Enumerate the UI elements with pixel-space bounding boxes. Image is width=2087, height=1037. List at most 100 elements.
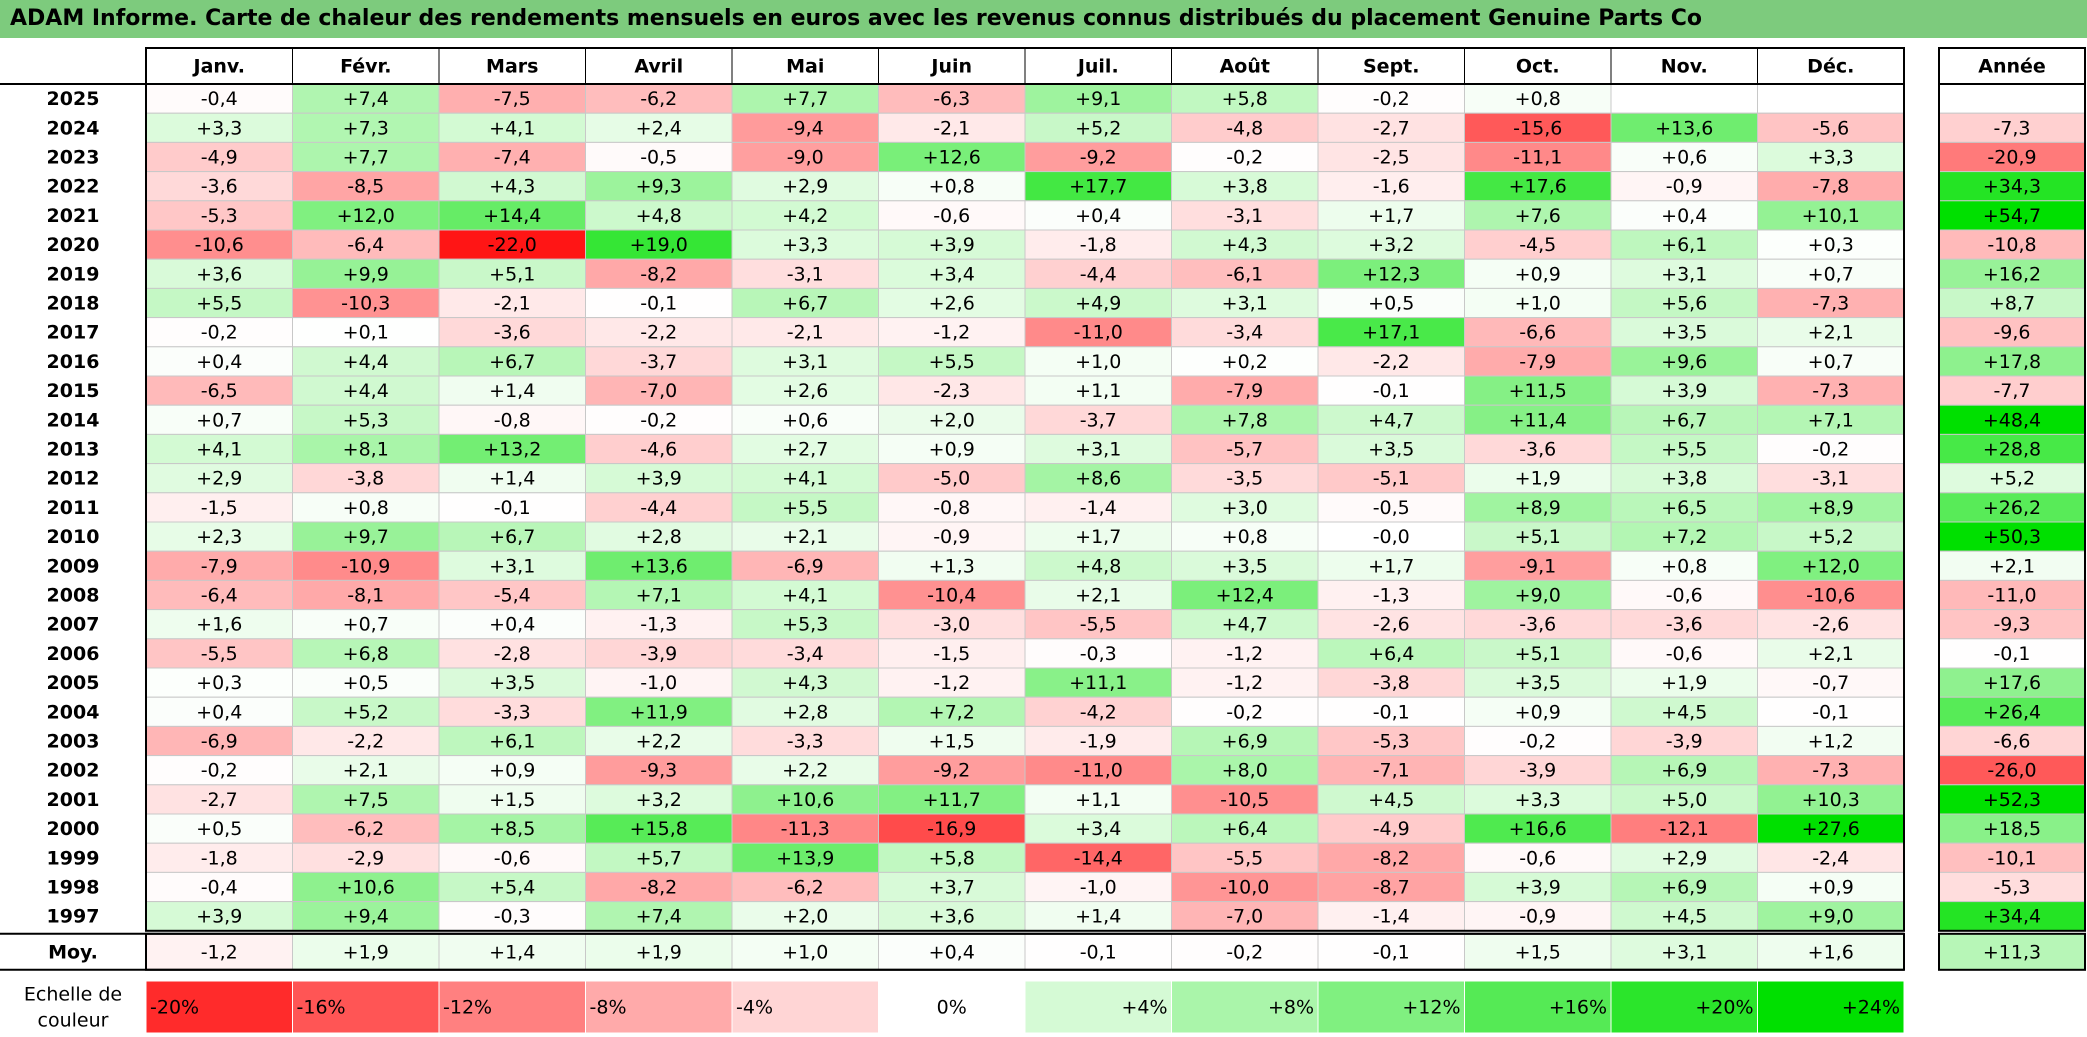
heatmap-cell <box>585 200 733 231</box>
cell-value: -7,9 <box>201 555 238 577</box>
cell-value: +3,1 <box>1222 293 1268 315</box>
cell-value: -0,2 <box>1226 701 1263 723</box>
cell-value: +2,7 <box>782 439 828 461</box>
heatmap-cell <box>878 813 1026 844</box>
cell-value: -0,7 <box>1812 672 1849 694</box>
annual-value: -9,6 <box>1993 322 2030 344</box>
cell-value: -3,8 <box>347 468 384 490</box>
cell-value: +6,7 <box>782 293 828 315</box>
heatmap-cell <box>1317 375 1465 406</box>
heatmap-cell <box>292 755 440 786</box>
avg-value: +3,1 <box>1661 941 1707 963</box>
cell-value: +7,4 <box>343 88 389 110</box>
annual-value: -20,9 <box>1987 147 2036 169</box>
heatmap-cell <box>1317 725 1465 757</box>
cell-value: +5,1 <box>489 263 535 285</box>
heatmap-cell <box>1317 784 1465 815</box>
annual-value: +50,3 <box>1983 526 2041 548</box>
cell-value: +10,3 <box>1802 789 1860 811</box>
annual-value: -26,0 <box>1987 760 2036 782</box>
cell-value: +7,3 <box>343 117 389 139</box>
scale-tick-label: 0% <box>937 997 967 1019</box>
cell-value: +4,2 <box>782 205 828 227</box>
heatmap-cell <box>1317 287 1465 319</box>
heatmap-cell <box>1171 521 1319 552</box>
heatmap-cell <box>1757 258 1905 289</box>
cell-value: -3,6 <box>1519 439 1556 461</box>
heatmap-cell <box>878 521 1026 552</box>
cell-value: +3,5 <box>489 672 535 694</box>
month-header: Mai <box>786 56 824 78</box>
cell-value: +2,8 <box>782 701 828 723</box>
cell-value: -11,1 <box>1513 147 1562 169</box>
cell-value: +0,3 <box>196 672 242 694</box>
cell-value: +3,9 <box>196 906 242 928</box>
heatmap-cell <box>438 463 586 494</box>
cell-value: +5,0 <box>1661 789 1707 811</box>
cell-value: -9,1 <box>1519 555 1556 577</box>
avg-label: Moy. <box>48 941 98 963</box>
cell-value: +3,1 <box>1661 263 1707 285</box>
heatmap-cell <box>292 229 440 260</box>
annual-cell <box>1938 141 2086 173</box>
cell-value: -6,4 <box>201 585 238 607</box>
year-label: 2006 <box>47 643 100 665</box>
cell-value: -0,6 <box>494 847 531 869</box>
heatmap-cell <box>878 171 1026 202</box>
cell-value: +1,7 <box>1368 205 1414 227</box>
heatmap-cell <box>878 346 1026 377</box>
cell-value: +7,1 <box>1808 409 1854 431</box>
scale-swatch <box>1171 980 1319 1034</box>
cell-value: -4,6 <box>640 439 677 461</box>
cell-value: +17,6 <box>1509 176 1567 198</box>
annual-value: +17,8 <box>1983 351 2041 373</box>
heatmap-cell <box>1171 492 1319 523</box>
year-label: 2001 <box>47 789 100 811</box>
heatmap-cell <box>1757 638 1905 669</box>
scale-tick-label: +12% <box>1402 997 1460 1019</box>
year-label: 2017 <box>47 322 100 344</box>
cell-value: +5,7 <box>636 847 682 869</box>
heatmap-cell <box>1757 901 1905 932</box>
scale-tick-label: -4% <box>736 997 773 1019</box>
year-label: 2005 <box>47 672 100 694</box>
cell-value: +7,5 <box>343 789 389 811</box>
cell-value: +11,1 <box>1069 672 1127 694</box>
cell-value: -5,5 <box>1080 614 1117 636</box>
cell-value: +0,9 <box>1808 877 1854 899</box>
cell-value: -3,3 <box>494 701 531 723</box>
cell-value: -2,1 <box>933 117 970 139</box>
annual-value: +2,1 <box>1989 555 2035 577</box>
cell-value: +6,8 <box>343 643 389 665</box>
cell-value: -8,1 <box>347 585 384 607</box>
heatmap-cell <box>878 550 1026 581</box>
cell-value: +7,7 <box>343 147 389 169</box>
avg-cell <box>1610 933 1758 971</box>
heatmap-cell <box>292 725 440 757</box>
scale-tick-label: +8% <box>1268 997 1314 1019</box>
cell-value: +0,9 <box>1515 263 1561 285</box>
cell-value: -3,8 <box>1373 672 1410 694</box>
heatmap-cell <box>585 609 733 640</box>
heatmap-cell <box>292 375 440 406</box>
cell-value: +5,4 <box>489 877 535 899</box>
cell-value: -5,5 <box>201 643 238 665</box>
cell-value: +8,5 <box>489 818 535 840</box>
cell-value: +4,1 <box>196 439 242 461</box>
cell-value: -11,3 <box>781 818 830 840</box>
cell-value: -3,6 <box>1666 614 1703 636</box>
cell-value: +0,4 <box>1075 205 1121 227</box>
title-bar: ADAM Informe. Carte de chaleur des rende… <box>0 0 2087 38</box>
heatmap-cell <box>1171 229 1319 260</box>
cell-value: -0,2 <box>201 322 238 344</box>
cell-value: -4,4 <box>1080 263 1117 285</box>
cell-value: -3,4 <box>1226 322 1263 344</box>
cell-value: +10,6 <box>776 789 834 811</box>
heatmap-cell <box>1757 83 1905 114</box>
scale-swatch <box>1317 980 1465 1034</box>
heatmap-cell <box>292 667 440 698</box>
heatmap-cell <box>585 83 733 114</box>
heatmap-cell <box>1024 579 1172 611</box>
annual-value: +54,7 <box>1983 205 2041 227</box>
